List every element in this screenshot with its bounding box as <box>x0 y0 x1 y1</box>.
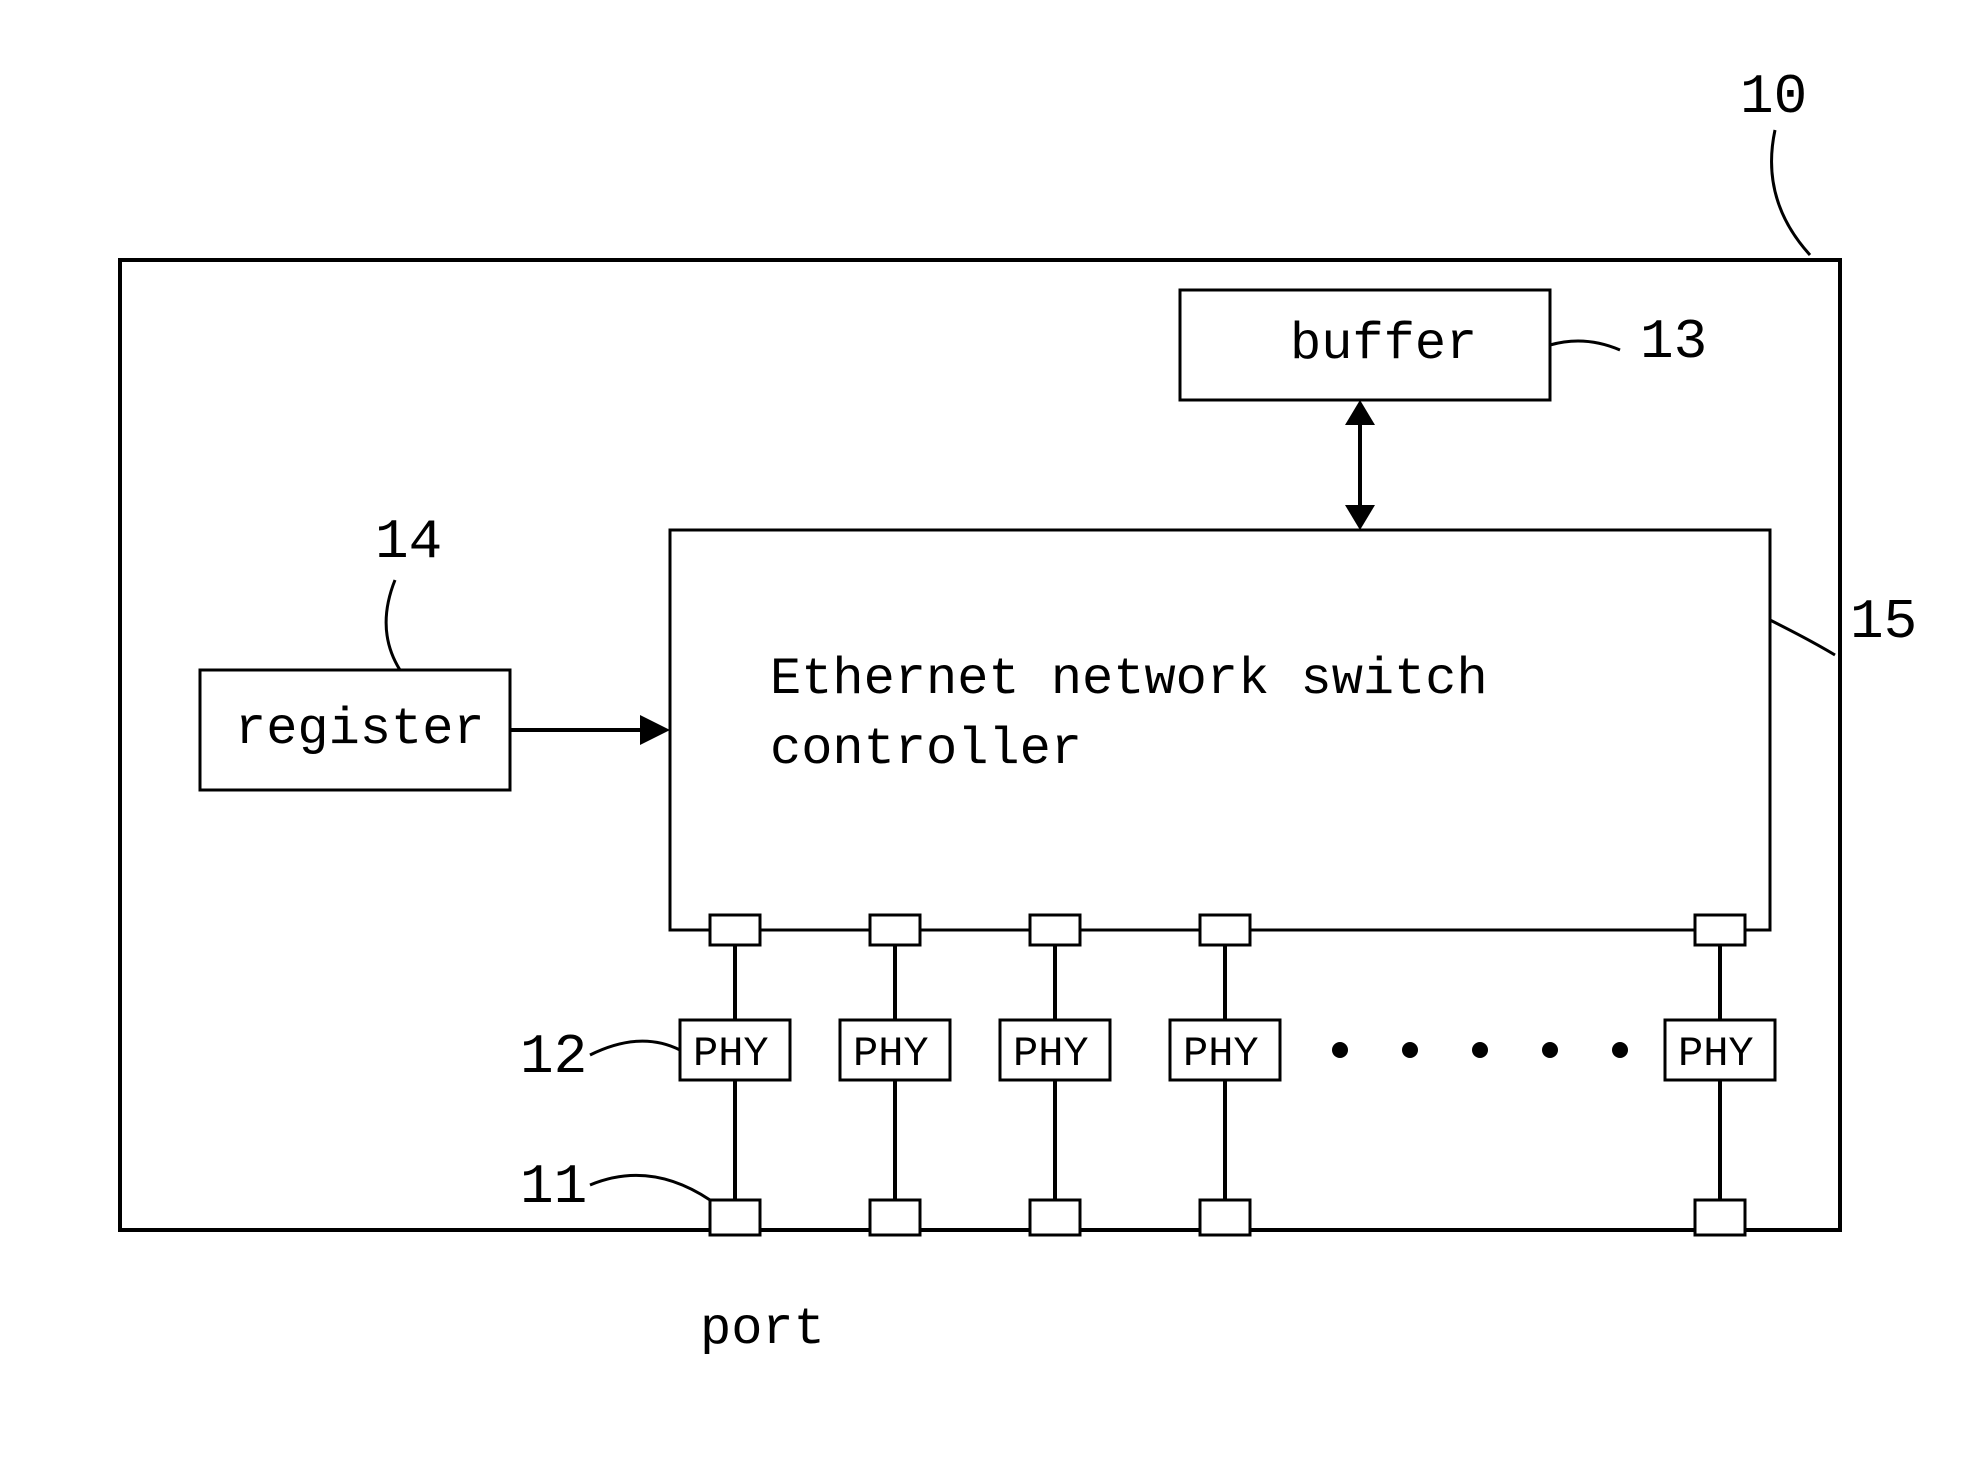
ellipsis-dot <box>1472 1042 1488 1058</box>
callout-curve <box>386 580 400 670</box>
arrowhead-icon <box>1345 400 1375 425</box>
buffer-label: buffer <box>1290 315 1477 374</box>
callout-curve <box>1770 620 1835 655</box>
controller-label-1: Ethernet network switch <box>770 650 1488 709</box>
ellipsis-dot <box>1542 1042 1558 1058</box>
callout-curve <box>590 1041 680 1055</box>
controller-label-2: controller <box>770 720 1082 779</box>
port-label: port <box>700 1300 825 1359</box>
controller-port <box>870 915 920 945</box>
port-box <box>1030 1200 1080 1235</box>
port-box <box>1695 1200 1745 1235</box>
phy-label: PHY <box>1013 1030 1089 1078</box>
port-box <box>870 1200 920 1235</box>
ref-11: 11 <box>520 1155 587 1219</box>
diagram: buffer register Ethernet network switch … <box>0 0 1984 1473</box>
ellipsis-dot <box>1332 1042 1348 1058</box>
phy-label: PHY <box>1678 1030 1754 1078</box>
controller-port <box>1200 915 1250 945</box>
controller-port <box>1695 915 1745 945</box>
callout-curve <box>590 1175 710 1200</box>
phy-label: PHY <box>853 1030 929 1078</box>
controller-port <box>710 915 760 945</box>
ellipsis-dot <box>1612 1042 1628 1058</box>
phy-label: PHY <box>693 1030 769 1078</box>
register-label: register <box>235 700 485 759</box>
ref-15: 15 <box>1850 590 1917 654</box>
ref-12: 12 <box>520 1025 587 1089</box>
port-box <box>710 1200 760 1235</box>
callout-curve <box>1772 130 1810 255</box>
ref-10: 10 <box>1740 65 1807 129</box>
ellipsis-dot <box>1402 1042 1418 1058</box>
callout-curve <box>1550 341 1620 350</box>
arrowhead-icon <box>640 715 670 745</box>
phy-label: PHY <box>1183 1030 1259 1078</box>
ref-14: 14 <box>375 510 442 574</box>
controller-port <box>1030 915 1080 945</box>
port-box <box>1200 1200 1250 1235</box>
arrowhead-icon <box>1345 505 1375 530</box>
ref-13: 13 <box>1640 310 1707 374</box>
